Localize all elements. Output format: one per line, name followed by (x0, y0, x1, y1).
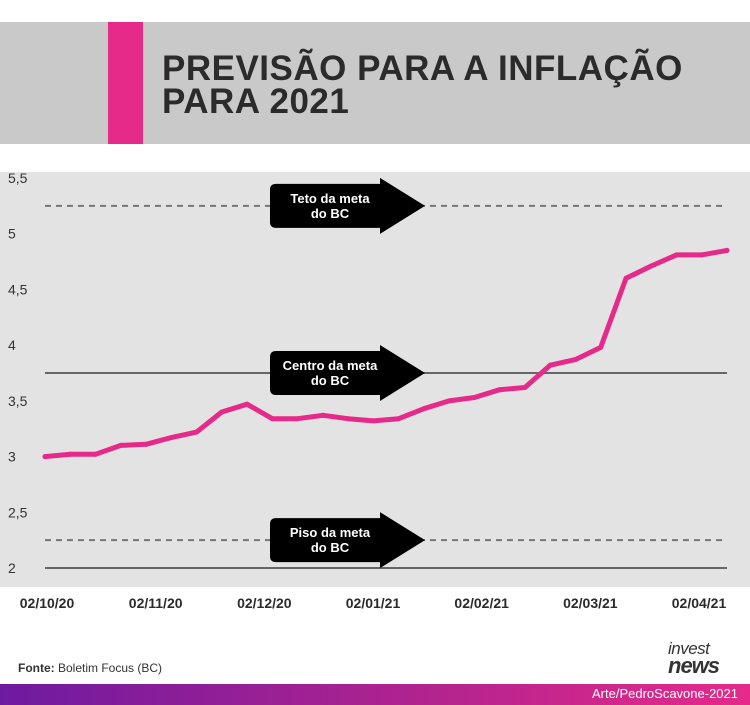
chart-title-line-1: PREVISÃO PARA A INFLAÇÃO (162, 49, 683, 88)
investnews-logo: invest news (668, 639, 720, 678)
inflation-line-chart: 2 2,5 3 3,5 4 4,5 5 5,5 02/10/20 02/11/20 02/12/2… (8, 170, 730, 611)
data-point (345, 416, 351, 422)
x-tick-label: 02/02/21 (454, 595, 509, 611)
callout-arrow-shape (270, 345, 425, 401)
data-point (471, 395, 477, 400)
x-axis-tick-labels: 02/10/20 02/11/20 02/12/20 02/01/21 02/02/21… (20, 595, 727, 611)
data-point (269, 416, 275, 422)
chart-title-line-2: PARA 2021 (162, 82, 350, 121)
data-point (674, 252, 679, 258)
data-point (244, 401, 250, 407)
y-tick-label: 3 (8, 449, 16, 465)
data-point (194, 429, 200, 435)
data-point (219, 409, 225, 415)
data-point (598, 344, 604, 350)
data-point (446, 398, 452, 404)
data-point (724, 247, 730, 253)
data-point (93, 451, 98, 457)
series-layer (42, 247, 730, 460)
data-point (623, 275, 629, 281)
data-point (42, 454, 48, 460)
y-tick-label: 4 (8, 337, 16, 353)
art-credit: Arte/PedroScavone-2021 (592, 686, 738, 701)
data-point (648, 263, 654, 269)
source-label: Fonte: (18, 661, 55, 675)
callout-label-line-2: do BC (311, 206, 350, 221)
data-point (143, 441, 149, 447)
x-tick-label: 02/04/21 (672, 595, 727, 611)
data-point (497, 387, 503, 393)
y-tick-label: 4,5 (8, 281, 28, 297)
callout-label-line-1: Teto da meta (290, 191, 370, 206)
y-tick-label: 2,5 (8, 504, 28, 520)
data-point (118, 442, 124, 448)
y-axis-tick-labels: 2 2,5 3 3,5 4 4,5 5 5,5 (8, 170, 28, 576)
chart-title: PREVISÃO PARA A INFLAÇÃO PARA 2021 (162, 49, 742, 121)
x-tick-label: 02/01/21 (346, 595, 401, 611)
logo-line-2: news (668, 653, 720, 678)
data-point (699, 252, 705, 258)
logo-line-1: invest (668, 639, 710, 658)
inflation-forecast-line (42, 247, 730, 460)
x-tick-label: 02/10/20 (20, 595, 75, 611)
data-point (572, 357, 578, 363)
callout-label-line-1: Centro da meta (283, 358, 378, 373)
y-tick-label: 3,5 (8, 393, 28, 409)
data-point (168, 435, 174, 441)
y-tick-label: 2 (8, 560, 16, 576)
callout-label-line-2: do BC (311, 373, 350, 388)
data-point (396, 416, 402, 422)
callout-label-line-1: Piso da meta (290, 525, 371, 540)
data-point (370, 418, 376, 424)
data-point (295, 416, 301, 422)
data-point (547, 362, 553, 368)
data-point (522, 385, 528, 390)
data-point (67, 451, 73, 457)
callout-arrow-shape (270, 512, 425, 569)
x-tick-label: 02/11/20 (129, 595, 183, 611)
callout-label-line-2: do BC (311, 540, 350, 555)
data-point (421, 406, 427, 412)
source-note: Fonte: Boletim Focus (BC) (18, 661, 162, 675)
accent-bar (108, 22, 143, 144)
x-tick-label: 02/12/20 (237, 595, 292, 611)
y-tick-label: 5,5 (8, 170, 28, 186)
callout-arrow-shape (270, 177, 425, 234)
y-tick-label: 5 (8, 226, 16, 242)
data-point (320, 412, 326, 418)
footer-bar: Arte/PedroScavone-2021 (0, 684, 750, 705)
source-text: Boletim Focus (BC) (58, 661, 163, 675)
x-tick-label: 02/03/21 (563, 595, 618, 611)
